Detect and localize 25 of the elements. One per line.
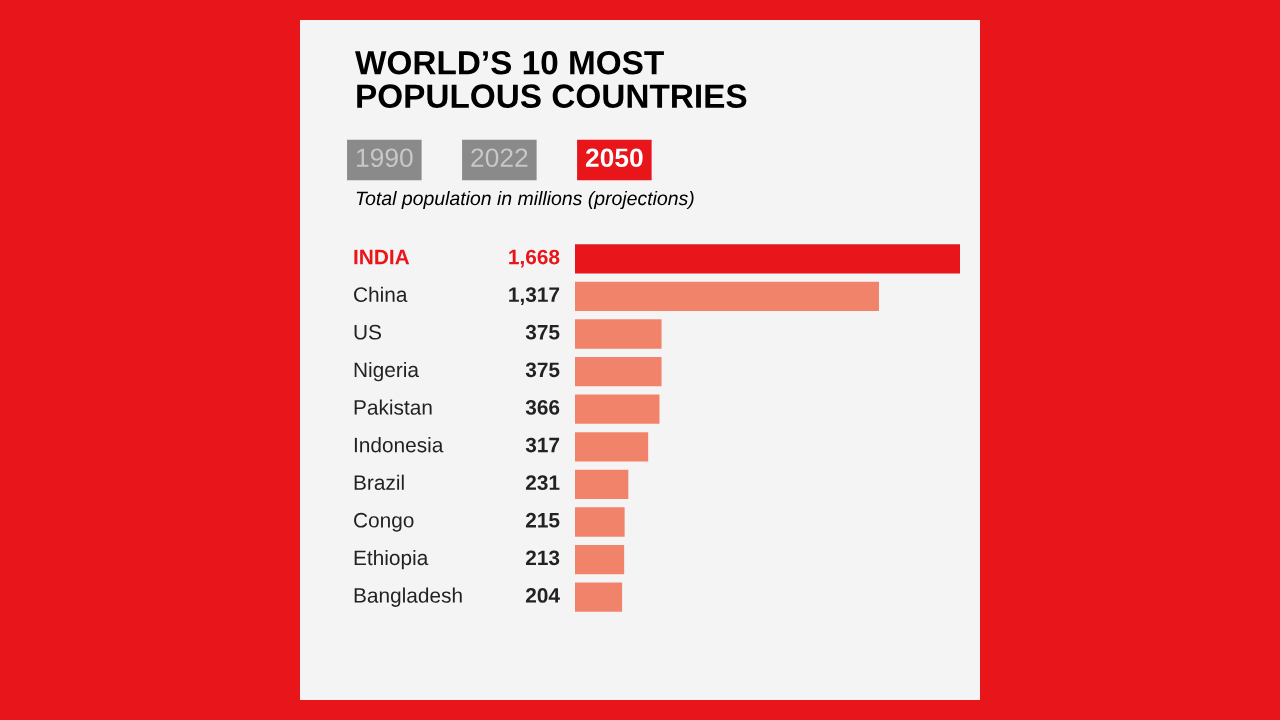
- chart-title: WORLD’S 10 MOST POPULOUS COUNTRIES: [355, 50, 747, 108]
- y-tick-label: Brazil: [354, 474, 404, 490]
- y-tick-label: Pakistan: [354, 399, 432, 415]
- data-label: 204: [525, 588, 560, 603]
- data-label: 215: [525, 512, 560, 528]
- data-label: 375: [525, 324, 560, 340]
- text: 2050: [585, 148, 643, 168]
- data-label: 375: [525, 362, 560, 378]
- y-tick-label: Congo: [354, 512, 414, 532]
- data-label: 366: [525, 400, 560, 415]
- data-label: 1,317: [509, 287, 560, 306]
- y-tick-label: Indonesia: [354, 437, 444, 453]
- y-tick-label: Ethiopia: [354, 549, 429, 570]
- chart-subtitle: Total population in millions (projections): [356, 190, 694, 210]
- y-tick-label: INDIA: [354, 249, 410, 265]
- data-label: 213: [525, 550, 560, 566]
- data-label: 317: [525, 437, 560, 453]
- data-label: 1,668: [509, 249, 560, 268]
- data-label: 231: [525, 475, 560, 491]
- y-tick-label: China: [354, 286, 408, 302]
- y-tick-label: Bangladesh: [354, 587, 462, 607]
- y-tick-label: Nigeria: [354, 361, 419, 382]
- text: 1990: [357, 148, 413, 168]
- text: 2022: [471, 148, 528, 168]
- y-tick-label: US: [354, 324, 381, 340]
